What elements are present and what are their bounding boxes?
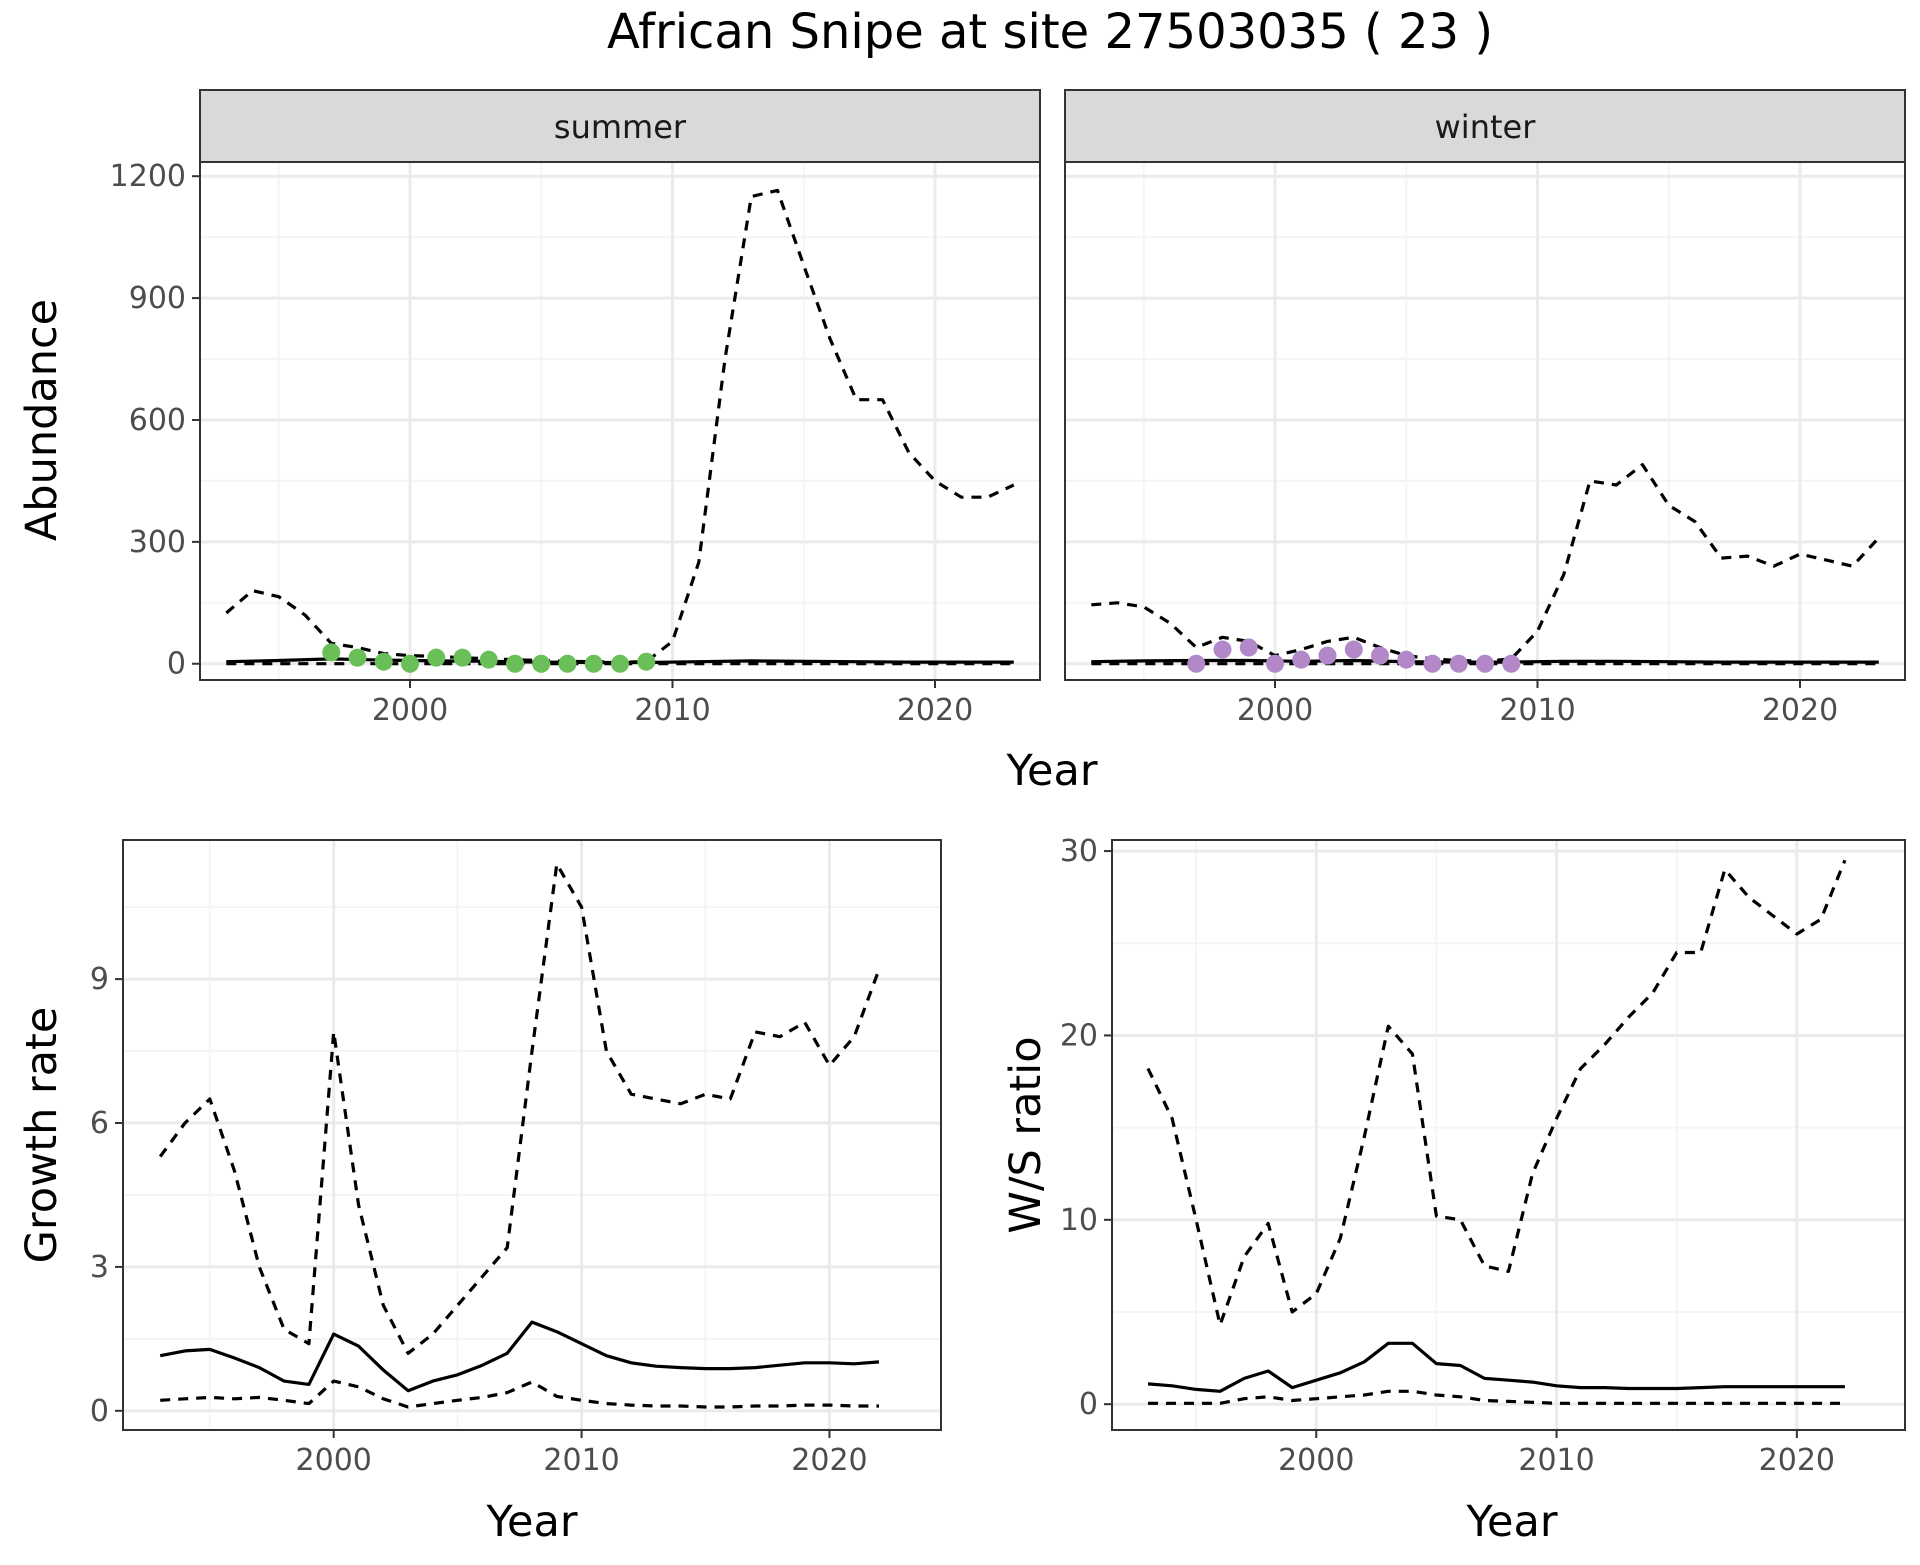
- growth-y-tick-label: 9: [90, 962, 109, 997]
- summer-observation-point: [453, 648, 472, 667]
- ratio-plot-bg: [1112, 840, 1905, 1430]
- winter-observation-point: [1292, 650, 1311, 669]
- winter-observation-point: [1344, 640, 1363, 659]
- ratio-y-tick-label: 0: [1079, 1387, 1098, 1422]
- ratio-lower-bound-line: [1148, 1389, 1845, 1405]
- strip-summer-bg: [199, 89, 1041, 163]
- summer-observation-point: [479, 650, 498, 669]
- winter-observation-point: [1213, 640, 1232, 659]
- ratio-upper-bound-line: [1146, 859, 1847, 1327]
- panel-ws-ratio: 2000 2010 2020 0 10 20 30: [1060, 834, 1906, 1478]
- winter-observation-point: [1187, 654, 1206, 673]
- growth-upper-bound-line: [158, 862, 881, 1355]
- ratio-panel-border: [1111, 839, 1906, 1431]
- growth-y-tick-label: 0: [90, 1394, 109, 1429]
- winter-panel-border: [1064, 161, 1906, 681]
- panel-growth-rate: 2000 2010 2020 0 3 6 9: [90, 839, 942, 1478]
- ratio-y-tick-label: 10: [1060, 1203, 1098, 1238]
- chart-title: African Snipe at site 27503035 ( 23 ): [607, 4, 1493, 60]
- summer-x-tick-label: 2020: [897, 693, 973, 728]
- ratio-x-axis-title: Year: [1465, 1497, 1557, 1547]
- growth-x-tick-label: 2010: [543, 1443, 619, 1478]
- growth-panel-border: [122, 839, 942, 1431]
- ratio-y-tick-label: 30: [1060, 834, 1098, 869]
- winter-observation-point: [1476, 654, 1494, 673]
- growth-x-axis-title: Year: [485, 1497, 577, 1547]
- winter-observation-point: [1239, 638, 1258, 657]
- ratio-y-tick-label: 20: [1060, 1018, 1098, 1053]
- growth-y-axis-title: Growth rate: [17, 1007, 67, 1264]
- ratio-x-tick-label: 2010: [1518, 1443, 1594, 1478]
- summer-observation-point: [611, 654, 629, 673]
- summer-observation-point: [637, 652, 656, 671]
- summer-observation-point: [506, 654, 524, 673]
- summer-panel-border: [199, 161, 1041, 681]
- growth-y-tick-label: 6: [90, 1106, 109, 1141]
- ratio-x-tick-label: 2000: [1278, 1443, 1354, 1478]
- summer-observation-point: [427, 648, 446, 667]
- summer-x-tick-label: 2010: [634, 693, 710, 728]
- summer-y-tick-label: 300: [129, 525, 186, 560]
- winter-observation-point: [1318, 646, 1337, 665]
- growth-mean-line: [159, 1320, 880, 1393]
- summer-observation-point: [348, 648, 367, 667]
- growth-lower-bound-line: [160, 1379, 879, 1409]
- strip-winter-label: winter: [1435, 108, 1537, 146]
- summer-observation-point: [401, 654, 419, 673]
- winter-x-tick-label: 2000: [1237, 693, 1313, 728]
- winter-observation-point: [1371, 646, 1389, 665]
- summer-x-tick-label: 2000: [372, 693, 448, 728]
- strip-summer-label: summer: [554, 108, 687, 146]
- winter-observation-point: [1502, 654, 1521, 673]
- winter-observation-point: [1449, 654, 1468, 673]
- growth-y-tick-label: 3: [90, 1250, 109, 1285]
- winter-observation-point: [1266, 654, 1284, 673]
- strip-winter-bg: [1064, 89, 1906, 163]
- summer-y-tick-label: 900: [129, 281, 186, 316]
- abundance-x-axis-title: Year: [1005, 746, 1097, 796]
- ratio-mean-line: [1147, 1341, 1845, 1393]
- abundance-y-axis-title: Abundance: [17, 299, 67, 541]
- growth-x-tick-label: 2020: [791, 1443, 867, 1478]
- winter-x-tick-label: 2020: [1762, 693, 1838, 728]
- ratio-x-tick-label: 2020: [1759, 1443, 1835, 1478]
- growth-plot-bg: [123, 840, 941, 1430]
- summer-y-tick-label: 0: [167, 647, 186, 682]
- summer-y-tick-label: 1200: [110, 159, 186, 194]
- winter-observation-point: [1397, 650, 1416, 669]
- summer-observation-point: [584, 654, 603, 673]
- summer-observation-point: [532, 654, 551, 673]
- summer-observation-point: [322, 643, 341, 662]
- ratio-y-axis-title: W/S ratio: [1001, 1036, 1051, 1233]
- panel-summer: 2000 2010 2020 0 300 600 900 1200: [110, 159, 1041, 728]
- winter-observation-point: [1423, 654, 1442, 673]
- summer-observation-point: [558, 654, 577, 673]
- summer-observation-point: [374, 652, 393, 671]
- summer-y-tick-label: 600: [129, 403, 186, 438]
- panel-winter: 2000 2010 2020: [1064, 161, 1906, 728]
- growth-x-tick-label: 2000: [296, 1443, 372, 1478]
- winter-x-tick-label: 2010: [1499, 693, 1575, 728]
